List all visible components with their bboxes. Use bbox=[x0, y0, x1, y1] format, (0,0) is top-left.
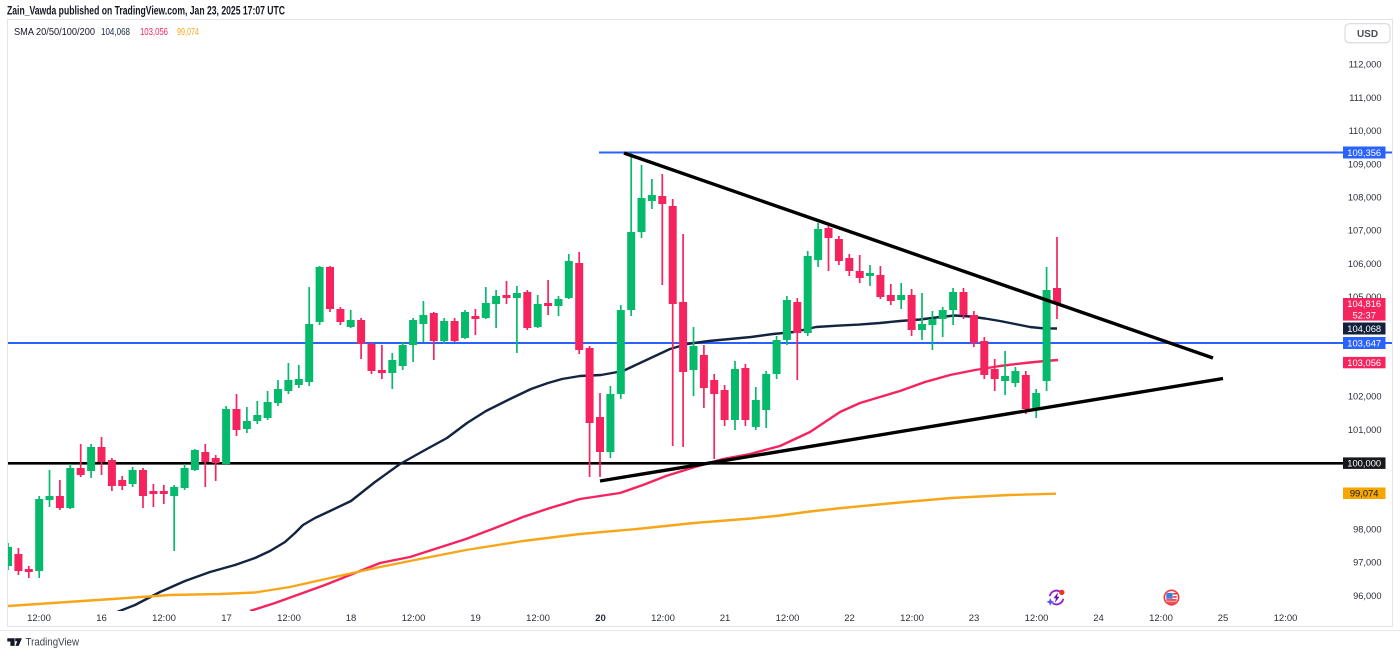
svg-text:109,000: 109,000 bbox=[1348, 159, 1382, 169]
svg-text:24: 24 bbox=[1093, 613, 1104, 624]
svg-text:Zain_Vawda published on Tradin: Zain_Vawda published on TradingView.com,… bbox=[7, 6, 285, 18]
svg-text:100,000: 100,000 bbox=[1347, 458, 1381, 469]
svg-text:22: 22 bbox=[844, 613, 855, 624]
svg-text:USD: USD bbox=[1357, 29, 1378, 40]
svg-text:103,056: 103,056 bbox=[1347, 357, 1381, 368]
svg-text:25: 25 bbox=[1218, 613, 1229, 624]
svg-text:12:00: 12:00 bbox=[1274, 613, 1298, 624]
svg-text:104,068: 104,068 bbox=[1347, 323, 1381, 334]
svg-text:16: 16 bbox=[96, 613, 107, 624]
svg-text:23: 23 bbox=[969, 613, 980, 624]
svg-text:12:00: 12:00 bbox=[152, 613, 176, 624]
svg-text:19: 19 bbox=[470, 613, 481, 624]
svg-text:12:00: 12:00 bbox=[776, 613, 800, 624]
svg-text:108,000: 108,000 bbox=[1348, 193, 1382, 203]
svg-text:52:37: 52:37 bbox=[1352, 309, 1375, 320]
svg-text:12:00: 12:00 bbox=[900, 613, 924, 624]
svg-text:12:00: 12:00 bbox=[651, 613, 675, 624]
svg-text:12:00: 12:00 bbox=[277, 613, 301, 624]
svg-text:109,356: 109,356 bbox=[1347, 147, 1381, 158]
svg-text:20: 20 bbox=[595, 613, 606, 624]
svg-text:110,000: 110,000 bbox=[1349, 126, 1382, 136]
svg-text:101,000: 101,000 bbox=[1348, 425, 1382, 435]
svg-text:102,000: 102,000 bbox=[1348, 392, 1382, 402]
svg-text:99,074: 99,074 bbox=[177, 26, 199, 38]
svg-text:18: 18 bbox=[346, 613, 357, 624]
svg-text:99,074: 99,074 bbox=[1350, 488, 1379, 499]
svg-text:12:00: 12:00 bbox=[526, 613, 550, 624]
svg-text:103,647: 103,647 bbox=[1347, 337, 1381, 348]
svg-text:105,000: 105,000 bbox=[1348, 292, 1382, 302]
svg-text:12:00: 12:00 bbox=[1025, 613, 1049, 624]
svg-text:107,000: 107,000 bbox=[1348, 226, 1382, 236]
svg-text:104,816: 104,816 bbox=[1347, 298, 1381, 309]
svg-text:97,000: 97,000 bbox=[1353, 558, 1381, 568]
svg-text:21: 21 bbox=[720, 613, 731, 624]
svg-text:106,000: 106,000 bbox=[1348, 259, 1382, 269]
svg-text:96,000: 96,000 bbox=[1353, 591, 1381, 601]
svg-text:98,000: 98,000 bbox=[1353, 525, 1381, 535]
svg-text:12:00: 12:00 bbox=[27, 613, 51, 624]
svg-text:111,000: 111,000 bbox=[1349, 93, 1381, 103]
svg-text:112,000: 112,000 bbox=[1349, 60, 1382, 70]
svg-text:12:00: 12:00 bbox=[402, 613, 426, 624]
svg-text:17: 17 bbox=[221, 613, 232, 624]
svg-text:12:00: 12:00 bbox=[1149, 613, 1173, 624]
svg-text:104,068: 104,068 bbox=[101, 26, 130, 38]
svg-text:TradingView: TradingView bbox=[26, 637, 80, 649]
svg-text:SMA 20/50/100/200: SMA 20/50/100/200 bbox=[14, 26, 95, 38]
svg-text:103,056: 103,056 bbox=[140, 26, 168, 38]
